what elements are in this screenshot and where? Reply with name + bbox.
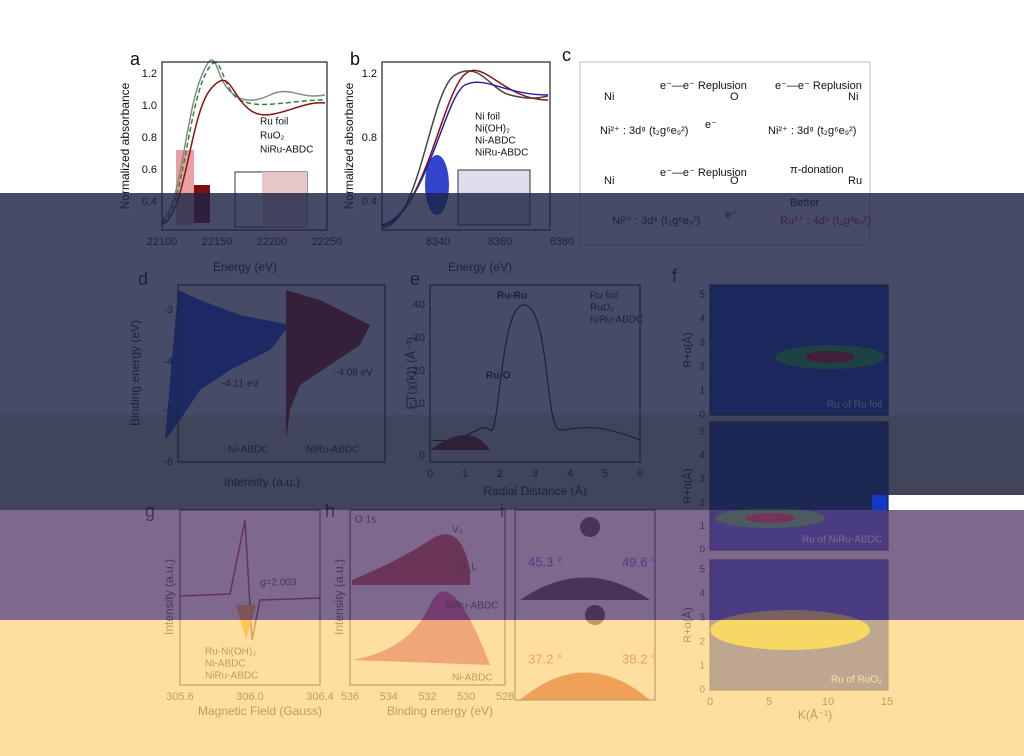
legend-label: Ni foil [475, 112, 500, 123]
legend-label: Ni-ABDC [475, 136, 516, 147]
legend-label: RuO₂ [260, 131, 285, 142]
panel-letter: c [562, 45, 571, 65]
schematic-text: Ni [604, 91, 614, 103]
schematic-text: Ni²⁺ : 3d⁸ (t₂g⁶e₉²) [768, 125, 856, 137]
panel-letter: a [130, 49, 141, 69]
y-tick-label: 1.2 [142, 68, 157, 80]
schematic-text: Ni [604, 175, 614, 187]
schematic-text: e⁻—e⁻ Replusion [660, 80, 747, 92]
schematic-text: O [730, 175, 739, 187]
y-tick-label: 1.0 [142, 100, 157, 112]
schematic-text: e⁻ [705, 119, 717, 131]
panel-letter: b [350, 49, 360, 69]
y-tick-label: 1.2 [362, 68, 377, 80]
schematic-text: O [730, 91, 739, 103]
y-axis-label: Normalized absorbance [118, 82, 132, 209]
schematic-text: Ni²⁺ : 3d⁸ (t₂g⁶e₉²) [600, 125, 688, 137]
schematic-text: e⁻—e⁻ Replusion [775, 80, 862, 92]
schematic-text: e⁻—e⁻ Replusion [660, 167, 747, 179]
legend-label: Ru foil [260, 117, 288, 128]
schematic-text: π-donation [790, 164, 843, 176]
legend-label: NiRu-ABDC [260, 145, 313, 156]
y-tick-label: 0.6 [142, 164, 157, 176]
legend-label: Ni(OH)₂ [475, 124, 510, 135]
y-tick-label: 0.8 [142, 132, 157, 144]
schematic-text: Ni [848, 91, 858, 103]
y-axis-label: Normalized absorbance [342, 82, 356, 209]
legend-label: NiRu-ABDC [475, 148, 528, 159]
schematic-text: Ru [848, 175, 862, 187]
overlay [0, 193, 1024, 756]
y-tick-label: 0.8 [362, 132, 377, 144]
